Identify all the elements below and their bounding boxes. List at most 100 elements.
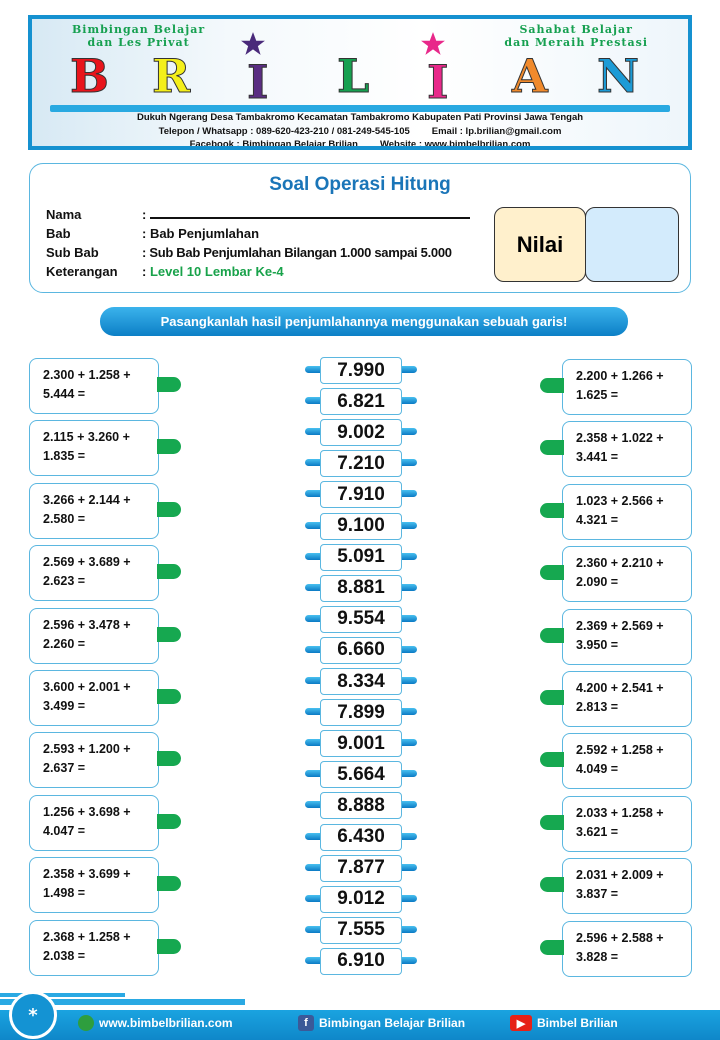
answer-connector-left[interactable] bbox=[305, 552, 321, 560]
connector-dot-right[interactable] bbox=[540, 502, 564, 518]
connector-dot-right[interactable] bbox=[540, 814, 564, 830]
name-input-line[interactable] bbox=[149, 207, 470, 219]
connector-dot-right[interactable] bbox=[540, 440, 564, 456]
answer-connector-right[interactable] bbox=[401, 459, 417, 467]
answer-connector-right[interactable] bbox=[401, 956, 417, 964]
footer-stripe bbox=[0, 993, 125, 997]
connector-dot-right[interactable] bbox=[540, 752, 564, 768]
answer-connector-right[interactable] bbox=[401, 583, 417, 591]
answer-connector-left[interactable] bbox=[305, 708, 321, 716]
answer-connector-right[interactable] bbox=[401, 677, 417, 684]
answer-connector-left[interactable] bbox=[305, 366, 321, 373]
answer-connector-right[interactable] bbox=[401, 925, 417, 933]
answer-box: 7.990 bbox=[320, 357, 402, 384]
question-text: 2.300 + 1.258 + bbox=[43, 368, 131, 382]
question-text: 2.358 + 1.022 + bbox=[576, 431, 664, 446]
question-box-right: 2.369 + 2.569 + 3.950 = bbox=[562, 608, 692, 665]
brilian-logo: B R I L I A N bbox=[62, 32, 662, 108]
question-box-left: 2.115 + 3.260 + 1.835 = bbox=[29, 420, 159, 477]
connector-dot-right[interactable] bbox=[540, 877, 564, 893]
answer-connector-right[interactable] bbox=[401, 428, 417, 436]
question-box-left: 3.600 + 2.001 + 3.499 = bbox=[29, 670, 159, 726]
connector-dot-left[interactable] bbox=[157, 876, 181, 892]
answer-connector-left[interactable] bbox=[305, 894, 321, 902]
connector-dot-left[interactable] bbox=[157, 377, 181, 392]
connector-dot-left[interactable] bbox=[157, 626, 181, 642]
answer-box: 9.012 bbox=[320, 885, 402, 913]
facebook-icon: f bbox=[298, 1015, 314, 1031]
answer-connector-right[interactable] bbox=[401, 708, 417, 716]
connector-dot-right[interactable] bbox=[540, 378, 564, 393]
answer-box: 9.554 bbox=[320, 605, 402, 633]
question-text: 1.835 = bbox=[43, 449, 86, 464]
answer-connector-left[interactable] bbox=[305, 956, 321, 964]
connector-dot-left[interactable] bbox=[157, 813, 181, 829]
footer-website[interactable]: www.bimbelbrilian.com bbox=[78, 1015, 233, 1031]
nilai-label: Nilai bbox=[494, 207, 586, 282]
youtube-icon: ▶ bbox=[510, 1015, 532, 1031]
answer-connector-left[interactable] bbox=[305, 739, 321, 747]
footer-youtube[interactable]: ▶ Bimbel Brilian bbox=[510, 1015, 618, 1031]
answer-connector-left[interactable] bbox=[305, 801, 321, 809]
answer-connector-left[interactable] bbox=[305, 770, 321, 778]
answer-connector-left[interactable] bbox=[305, 677, 321, 684]
score-box[interactable] bbox=[585, 207, 679, 282]
answer-connector-left[interactable] bbox=[305, 397, 321, 405]
answer-connector-right[interactable] bbox=[401, 490, 417, 498]
answer-connector-right[interactable] bbox=[401, 521, 417, 529]
answer-connector-right[interactable] bbox=[401, 397, 417, 405]
question-box-right: 2.031 + 2.009 + 3.837 = bbox=[562, 858, 692, 915]
connector-dot-right[interactable] bbox=[540, 690, 564, 705]
answer-connector-left[interactable] bbox=[305, 614, 321, 622]
answer-connector-right[interactable] bbox=[401, 614, 417, 622]
question-text: 3.828 = bbox=[576, 949, 619, 964]
answer-box: 8.881 bbox=[320, 574, 402, 602]
answer-box: 9.001 bbox=[320, 730, 402, 758]
question-text: 3.600 + 2.001 + bbox=[43, 680, 131, 694]
question-text: 3.441 = bbox=[576, 450, 619, 465]
question-text: 4.047 = bbox=[43, 823, 86, 838]
question-text: 1.023 + 2.566 + bbox=[576, 493, 664, 508]
question-text: 3.499 = bbox=[43, 699, 86, 713]
connector-dot-left[interactable] bbox=[157, 689, 181, 704]
answer-box: 6.910 bbox=[320, 947, 402, 975]
footer bbox=[0, 1010, 720, 1040]
footer-stripe bbox=[0, 999, 245, 1005]
connector-dot-left[interactable] bbox=[157, 439, 181, 455]
answer-connector-left[interactable] bbox=[305, 428, 321, 436]
question-text: 2.569 + 3.689 + bbox=[43, 555, 131, 570]
answer-connector-right[interactable] bbox=[401, 645, 417, 653]
answer-connector-right[interactable] bbox=[401, 894, 417, 902]
star-icon bbox=[421, 32, 445, 55]
connector-dot-left[interactable] bbox=[157, 564, 181, 580]
connector-dot-left[interactable] bbox=[157, 938, 181, 954]
answer-connector-right[interactable] bbox=[401, 739, 417, 747]
answer-connector-right[interactable] bbox=[401, 863, 417, 871]
globe-icon bbox=[78, 1015, 94, 1031]
footer-facebook[interactable]: f Bimbingan Belajar Brilian bbox=[298, 1015, 465, 1031]
question-box-left: 2.300 + 1.258 + 5.444 = bbox=[29, 358, 159, 414]
answer-connector-right[interactable] bbox=[401, 770, 417, 778]
connector-dot-right[interactable] bbox=[540, 627, 564, 643]
answer-connector-left[interactable] bbox=[305, 490, 321, 498]
answer-connector-left[interactable] bbox=[305, 832, 321, 840]
connector-dot-right[interactable] bbox=[540, 565, 564, 581]
question-box-right: 2.592 + 1.258 + 4.049 = bbox=[562, 733, 692, 790]
answer-connector-left[interactable] bbox=[305, 459, 321, 467]
answer-connector-right[interactable] bbox=[401, 832, 417, 840]
connector-dot-right[interactable] bbox=[540, 939, 564, 955]
connector-dot-left[interactable] bbox=[157, 751, 181, 767]
connector-dot-left[interactable] bbox=[157, 501, 181, 517]
answer-box: 7.210 bbox=[320, 450, 402, 478]
answer-connector-left[interactable] bbox=[305, 645, 321, 653]
answer-connector-left[interactable] bbox=[305, 521, 321, 529]
answer-connector-right[interactable] bbox=[401, 801, 417, 809]
answer-connector-left[interactable] bbox=[305, 583, 321, 591]
question-text: 2.368 + 1.258 + bbox=[43, 929, 131, 944]
answer-connector-right[interactable] bbox=[401, 552, 417, 560]
answer-connector-left[interactable] bbox=[305, 863, 321, 871]
answer-connector-left[interactable] bbox=[305, 925, 321, 933]
question-box-right: 2.358 + 1.022 + 3.441 = bbox=[562, 421, 692, 478]
answer-connector-right[interactable] bbox=[401, 366, 417, 373]
answer-box: 7.877 bbox=[320, 854, 402, 882]
